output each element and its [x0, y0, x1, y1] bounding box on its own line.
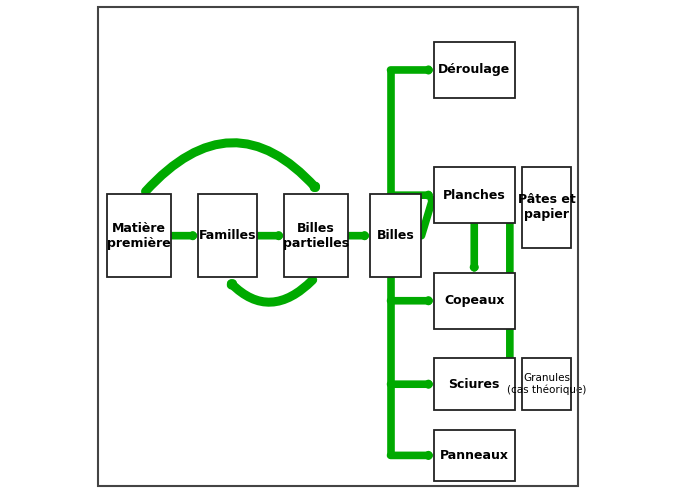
Text: Sciures: Sciures	[449, 378, 500, 391]
Text: Déroulage: Déroulage	[438, 63, 510, 77]
FancyBboxPatch shape	[434, 42, 514, 98]
FancyBboxPatch shape	[284, 194, 348, 277]
Text: Planches: Planches	[443, 189, 506, 202]
FancyBboxPatch shape	[198, 194, 257, 277]
Text: Billes
partielles: Billes partielles	[283, 221, 349, 250]
Text: Familles: Familles	[199, 229, 256, 242]
FancyBboxPatch shape	[522, 358, 571, 410]
Text: Panneaux: Panneaux	[440, 449, 509, 462]
FancyBboxPatch shape	[434, 430, 514, 481]
FancyBboxPatch shape	[522, 167, 571, 248]
FancyBboxPatch shape	[434, 167, 514, 223]
Text: Billes: Billes	[377, 229, 414, 242]
Text: Pâtes et
papier: Pâtes et papier	[518, 193, 575, 221]
Text: Matière
première: Matière première	[107, 221, 171, 250]
FancyBboxPatch shape	[434, 358, 514, 410]
FancyBboxPatch shape	[434, 273, 514, 329]
Text: Granules
(cas théorique): Granules (cas théorique)	[507, 373, 586, 395]
FancyBboxPatch shape	[370, 194, 421, 277]
FancyBboxPatch shape	[107, 194, 171, 277]
Text: Copeaux: Copeaux	[444, 294, 504, 307]
